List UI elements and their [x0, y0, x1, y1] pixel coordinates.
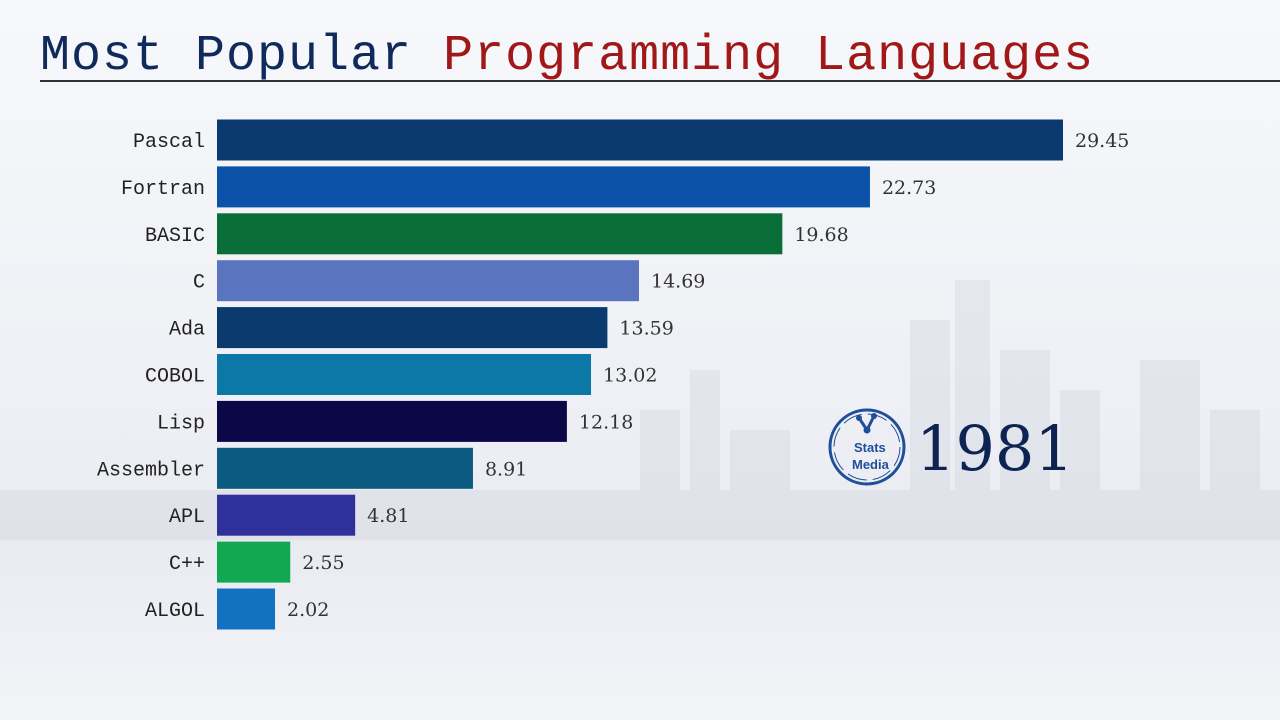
- value-label: 4.81: [367, 505, 409, 527]
- value-label: 29.45: [1075, 130, 1129, 152]
- category-label: ALGOL: [145, 600, 205, 623]
- logo-text-stats: Stats: [854, 440, 886, 455]
- logo-circle-icon: [828, 408, 906, 486]
- category-label: Pascal: [133, 131, 205, 154]
- category-label: COBOL: [145, 366, 205, 389]
- value-label: 2.02: [287, 599, 329, 621]
- value-label: 12.18: [579, 411, 633, 433]
- bar-apl: [217, 494, 356, 536]
- stats-media-logo: Stats Media: [826, 406, 908, 488]
- value-label: 19.68: [794, 224, 848, 246]
- category-label: C: [193, 272, 205, 295]
- bar-cpp: [217, 541, 291, 583]
- category-label: Ada: [169, 319, 205, 342]
- bar-lisp: [217, 400, 567, 442]
- bar-algol: [217, 588, 276, 630]
- title-part-2: Programming Languages: [443, 28, 1095, 85]
- logo-text-media: Media: [852, 457, 889, 472]
- chart-title: Most Popular Programming Languages: [40, 28, 1094, 85]
- category-label: Lisp: [157, 412, 205, 435]
- value-label: 2.55: [302, 552, 344, 574]
- title-part-1: Most Popular: [40, 28, 444, 85]
- bar-basic: [217, 213, 783, 255]
- value-label: 22.73: [882, 177, 936, 199]
- city-skyline-background: [0, 280, 1280, 540]
- bar-pascal: [217, 119, 1063, 161]
- year-label: 1981: [916, 412, 1074, 485]
- bar-ada: [217, 307, 608, 349]
- value-label: 14.69: [651, 271, 705, 293]
- value-label: 13.02: [603, 365, 657, 387]
- value-label: 13.59: [619, 318, 673, 340]
- category-label: Assembler: [97, 459, 205, 482]
- category-label: BASIC: [145, 225, 205, 248]
- bar-c: [217, 260, 639, 302]
- bar-assembler: [217, 447, 473, 489]
- category-label: Fortran: [121, 178, 205, 201]
- bar-fortran: [217, 166, 870, 208]
- category-label: C++: [169, 553, 205, 576]
- value-label: 8.91: [485, 458, 527, 480]
- title-underline: [40, 80, 1280, 82]
- category-label: APL: [169, 506, 205, 529]
- bar-cobol: [217, 354, 592, 395]
